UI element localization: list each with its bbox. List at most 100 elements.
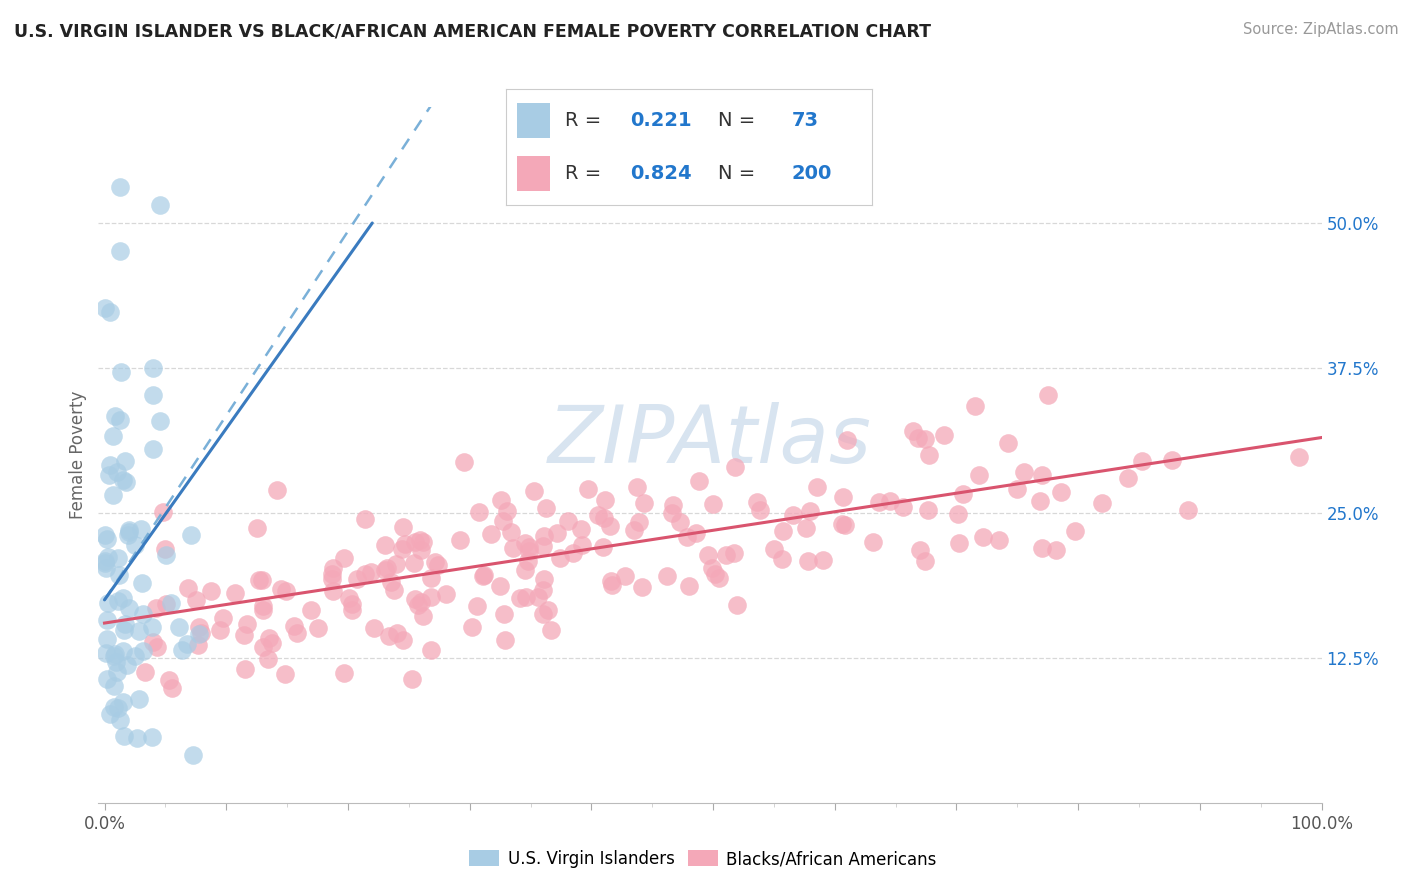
Point xyxy=(103,679,125,693)
Point xyxy=(252,599,274,614)
Point xyxy=(517,541,540,555)
Point xyxy=(141,731,163,745)
Point xyxy=(332,666,354,681)
Point xyxy=(94,646,117,660)
Point xyxy=(378,629,401,643)
Point xyxy=(1063,524,1085,538)
Point xyxy=(285,626,308,640)
Point xyxy=(631,580,654,594)
Point xyxy=(914,554,936,568)
Point xyxy=(145,601,167,615)
Point xyxy=(678,579,700,593)
Point xyxy=(105,665,128,679)
Point xyxy=(382,583,405,598)
Point xyxy=(132,644,155,658)
Point xyxy=(257,652,280,666)
Point xyxy=(111,695,134,709)
Point xyxy=(702,497,724,511)
Point xyxy=(375,561,398,575)
Point xyxy=(321,566,343,581)
Point xyxy=(1091,496,1114,510)
Bar xyxy=(517,103,550,138)
Point xyxy=(891,500,914,514)
Point xyxy=(96,613,118,627)
Point xyxy=(232,628,254,642)
Point xyxy=(633,495,655,509)
Point xyxy=(141,620,163,634)
Point xyxy=(516,554,538,568)
Point xyxy=(517,544,540,558)
Point xyxy=(187,620,209,634)
Point xyxy=(167,620,190,634)
Point xyxy=(97,596,120,610)
Point xyxy=(409,533,432,548)
Point xyxy=(270,582,292,596)
Point xyxy=(107,551,129,566)
Point xyxy=(337,591,360,605)
Point xyxy=(794,520,817,534)
Point xyxy=(363,621,385,635)
Point xyxy=(274,667,297,681)
Point xyxy=(965,399,987,413)
Point xyxy=(257,631,280,645)
Point xyxy=(537,603,560,617)
Point xyxy=(427,558,450,572)
Point xyxy=(142,387,165,401)
Point xyxy=(661,506,683,520)
Point xyxy=(420,571,443,585)
Point xyxy=(600,578,623,592)
Point xyxy=(536,501,558,516)
Point xyxy=(546,525,568,540)
Point xyxy=(104,647,127,661)
Point xyxy=(157,673,180,687)
Point xyxy=(479,527,502,541)
Point xyxy=(1014,465,1036,479)
Point xyxy=(124,648,146,663)
Point xyxy=(862,534,884,549)
Point xyxy=(307,621,329,635)
Point xyxy=(669,515,692,529)
Point xyxy=(374,538,396,552)
Point xyxy=(188,627,211,641)
Point xyxy=(160,681,183,695)
Point xyxy=(600,574,623,589)
Point xyxy=(914,433,936,447)
Point xyxy=(209,624,232,638)
Point xyxy=(129,522,152,536)
Point xyxy=(868,495,890,509)
Point xyxy=(112,623,135,637)
Point xyxy=(134,665,156,680)
Point xyxy=(917,503,939,517)
Point xyxy=(105,465,128,479)
Point xyxy=(509,591,531,606)
Point xyxy=(283,619,305,633)
Point xyxy=(404,591,426,606)
Point xyxy=(96,673,118,687)
Point xyxy=(592,540,614,554)
Point xyxy=(103,488,125,502)
Point xyxy=(118,601,141,615)
Point xyxy=(586,508,609,522)
Point xyxy=(772,524,794,538)
Point xyxy=(392,632,415,647)
Point xyxy=(496,504,519,518)
Point xyxy=(420,590,443,604)
Point xyxy=(180,528,202,542)
Point xyxy=(252,640,274,655)
Point xyxy=(112,591,135,606)
Text: 0.221: 0.221 xyxy=(630,111,692,130)
Point xyxy=(233,662,256,676)
Point xyxy=(108,244,131,259)
Point xyxy=(266,483,288,497)
Point xyxy=(149,414,172,428)
Point xyxy=(94,554,117,568)
Point xyxy=(94,301,117,315)
Text: R =: R = xyxy=(565,164,607,184)
Point xyxy=(115,475,138,489)
Point xyxy=(725,599,748,613)
Point xyxy=(108,180,131,194)
Point xyxy=(576,482,599,496)
Point xyxy=(333,550,356,565)
Point xyxy=(515,536,537,550)
Text: Source: ZipAtlas.com: Source: ZipAtlas.com xyxy=(1243,22,1399,37)
